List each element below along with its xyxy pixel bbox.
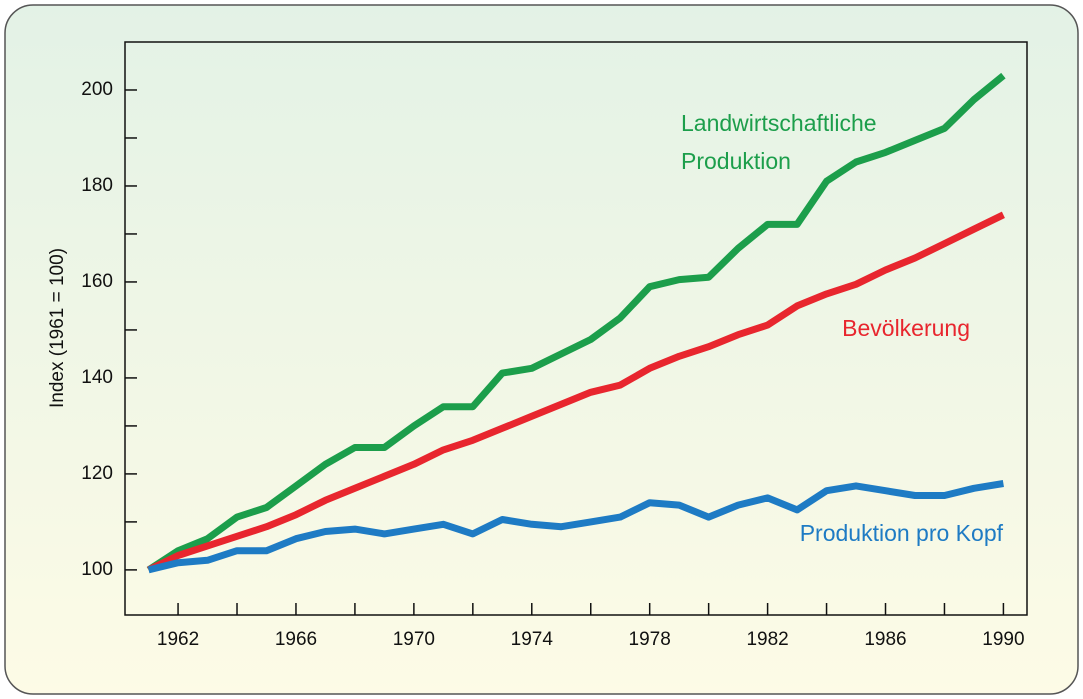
y-tick-label: 180 bbox=[81, 175, 113, 196]
series-label: Landwirtschaftliche Produktion bbox=[681, 110, 883, 174]
y-tick-label: 120 bbox=[81, 463, 113, 484]
x-tick-label: 1962 bbox=[157, 629, 199, 650]
x-tick-label: 1982 bbox=[746, 629, 788, 650]
series-line bbox=[146, 72, 1006, 573]
series-label: Produktion pro Kopf bbox=[800, 520, 1004, 546]
x-tick-label: 1986 bbox=[864, 629, 906, 650]
x-tick-label: 1978 bbox=[629, 629, 671, 650]
plot-frame bbox=[124, 41, 1028, 616]
x-tick-label: 1990 bbox=[982, 629, 1024, 650]
y-tick-label: 200 bbox=[81, 79, 113, 100]
y-tick-label: 140 bbox=[81, 367, 113, 388]
series-line bbox=[147, 211, 1005, 574]
x-tick-label: 1970 bbox=[393, 629, 435, 650]
y-tick-label: 160 bbox=[81, 271, 113, 292]
series-label: Bevölkerung bbox=[842, 315, 970, 341]
x-tick-label: 1966 bbox=[275, 629, 317, 650]
series-line bbox=[147, 480, 1004, 574]
y-axis-label: Index (1961 = 100) bbox=[47, 248, 68, 408]
panel bbox=[4, 4, 1079, 695]
y-tick-label: 100 bbox=[81, 559, 113, 580]
x-tick-label: 1974 bbox=[511, 629, 554, 650]
